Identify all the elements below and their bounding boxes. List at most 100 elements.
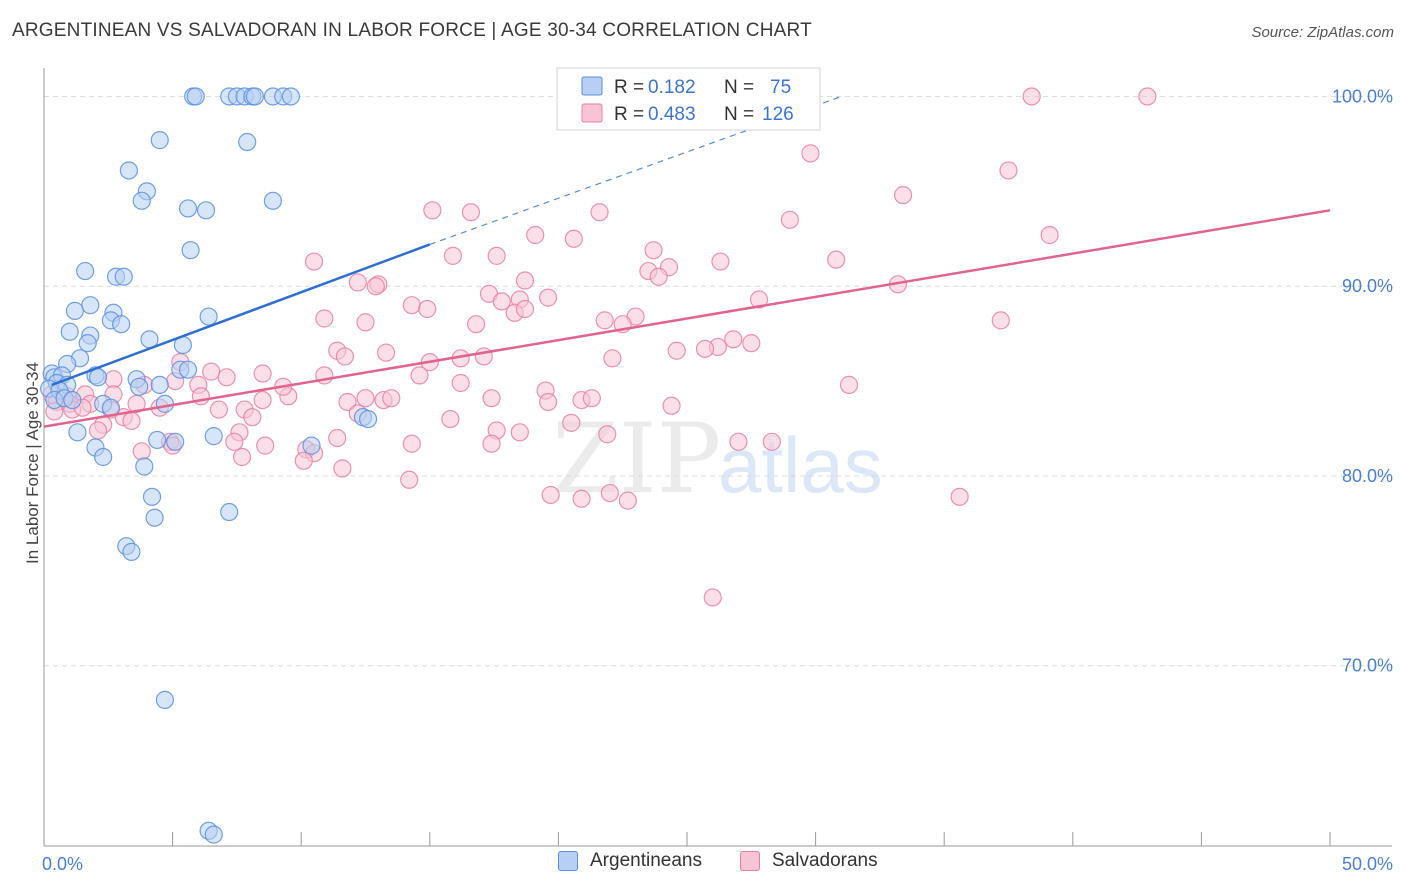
legend-r-label-pink: R = (614, 104, 644, 125)
point-salvadorans (999, 161, 1018, 180)
point-salvadorans (644, 241, 663, 260)
point-argentineans (186, 87, 205, 106)
watermark-atlas: atlas (718, 421, 883, 509)
point-salvadorans (711, 252, 730, 271)
legend-r-label-blue: R = (614, 77, 644, 98)
point-argentineans (178, 360, 198, 379)
point-salvadorans (335, 347, 355, 366)
point-salvadorans (526, 225, 545, 245)
point-salvadorans (598, 425, 617, 444)
point-salvadorans (487, 246, 506, 265)
legend-item-argentineans[interactable]: Argentineans (558, 850, 702, 872)
point-argentineans (122, 542, 141, 561)
point-salvadorans (294, 451, 313, 470)
point-salvadorans (451, 373, 470, 393)
y-tick-label: 80.0% (1342, 466, 1393, 486)
legend-label-salvadorans: Salvadorans (772, 850, 878, 871)
point-salvadorans (950, 487, 969, 506)
point-salvadorans (801, 144, 820, 163)
point-argentineans (65, 301, 84, 320)
point-salvadorans (729, 432, 748, 451)
point-argentineans (178, 199, 198, 218)
point-salvadorans (217, 368, 236, 387)
point-salvadorans (515, 271, 535, 290)
point-salvadorans (893, 186, 913, 205)
point-salvadorans (104, 370, 123, 389)
point-salvadorans (402, 296, 421, 315)
point-argentineans (63, 390, 82, 410)
point-salvadorans (376, 343, 396, 362)
legend-n-value-blue: 75 (770, 77, 791, 98)
point-salvadorans (402, 434, 421, 453)
point-salvadorans (541, 485, 560, 505)
y-tick-label: 70.0% (1342, 656, 1393, 676)
tick-layer: 70.0% 80.0% 90.0% 100.0% 0.0% 50.0% (42, 86, 1393, 874)
point-argentineans (150, 131, 169, 150)
point-salvadorans (564, 229, 583, 248)
y-tick-label: 90.0% (1342, 276, 1393, 296)
legend-n-label-pink: N = (724, 104, 754, 125)
point-argentineans (145, 508, 164, 527)
source-label: Source: ZipAtlas.com (1251, 24, 1394, 41)
point-argentineans (130, 377, 149, 396)
point-salvadorans (603, 349, 622, 368)
point-salvadorans (328, 428, 347, 448)
y-tick-label: 100.0% (1332, 86, 1393, 106)
point-argentineans (60, 322, 79, 341)
point-salvadorans (539, 392, 558, 412)
legend-item-salvadorans[interactable]: Salvadorans (740, 850, 878, 872)
point-salvadorans (461, 203, 481, 222)
point-salvadorans (780, 210, 799, 229)
x-tick-label-min: 0.0% (42, 854, 83, 874)
trend-layer (43, 95, 1331, 428)
point-salvadorans (466, 315, 486, 334)
bottom-legend: Argentineans Salvadorans (0, 850, 1406, 880)
point-salvadorans (356, 389, 375, 408)
point-argentineans (196, 201, 216, 220)
legend-swatch-blue (581, 76, 603, 96)
point-salvadorans (88, 421, 108, 440)
point-argentineans (88, 368, 108, 387)
legend-n-label-blue: N = (724, 77, 754, 98)
point-argentineans (181, 241, 200, 260)
point-salvadorans (1040, 225, 1059, 245)
point-salvadorans (572, 489, 591, 508)
point-argentineans (150, 375, 169, 394)
point-salvadorans (562, 413, 581, 432)
point-salvadorans (695, 339, 715, 358)
point-salvadorans (595, 311, 614, 330)
point-salvadorans (122, 411, 141, 431)
point-salvadorans (582, 389, 601, 408)
point-salvadorans (315, 309, 334, 328)
point-argentineans (358, 409, 378, 429)
point-argentineans (94, 447, 113, 467)
legend-swatch-pink (581, 103, 603, 123)
point-salvadorans (703, 588, 722, 607)
y-axis-label: In Labor Force | Age 30-34 (23, 362, 42, 564)
point-salvadorans (243, 408, 262, 427)
point-argentineans (142, 487, 162, 506)
point-salvadorans (590, 203, 609, 222)
point-salvadorans (382, 389, 401, 408)
point-salvadorans (742, 334, 761, 353)
point-salvadorans (202, 362, 221, 381)
point-salvadorans (225, 432, 244, 451)
point-argentineans (112, 315, 131, 334)
point-salvadorans (600, 483, 619, 503)
legend-swatch-argentineans (558, 851, 578, 871)
point-salvadorans (667, 341, 686, 360)
point-salvadorans (253, 364, 272, 383)
point-salvadorans (333, 459, 352, 478)
watermark: ZIP atlas (552, 403, 883, 515)
points-layer (40, 87, 1157, 844)
point-salvadorans (762, 432, 781, 451)
point-salvadorans (492, 292, 511, 311)
point-salvadorans (441, 409, 460, 429)
point-argentineans (281, 87, 301, 106)
point-salvadorans (232, 447, 252, 467)
point-salvadorans (482, 389, 501, 408)
point-argentineans (220, 502, 239, 522)
axis-layer (43, 68, 1392, 847)
point-argentineans (204, 825, 223, 844)
